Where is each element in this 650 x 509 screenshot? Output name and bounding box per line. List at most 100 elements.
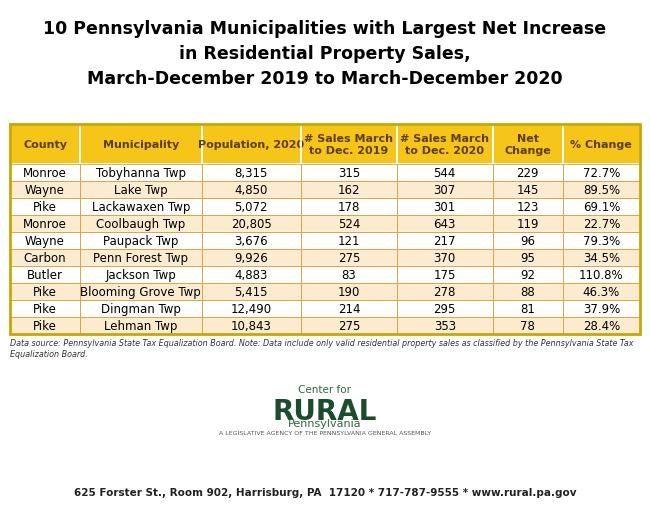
Bar: [10, 300, 80, 318]
Bar: [80, 284, 202, 300]
Bar: [563, 182, 640, 199]
Bar: [397, 267, 493, 284]
Text: 162: 162: [338, 184, 360, 196]
Text: 34.5%: 34.5%: [583, 251, 620, 265]
Text: 37.9%: 37.9%: [582, 302, 620, 316]
Text: Butler: Butler: [27, 268, 63, 281]
Bar: [301, 249, 397, 267]
Bar: [10, 182, 80, 199]
Bar: [80, 216, 202, 233]
Bar: [202, 199, 301, 216]
Bar: [10, 284, 80, 300]
Bar: [80, 318, 202, 334]
Bar: [301, 300, 397, 318]
Bar: [493, 199, 563, 216]
Text: 92: 92: [520, 268, 535, 281]
Text: Population, 2020: Population, 2020: [198, 140, 304, 150]
Bar: [80, 233, 202, 249]
Bar: [493, 165, 563, 182]
Text: Coolbaugh Twp: Coolbaugh Twp: [96, 217, 185, 231]
Bar: [563, 267, 640, 284]
Text: 178: 178: [338, 201, 360, 214]
Text: 295: 295: [434, 302, 456, 316]
Bar: [563, 199, 640, 216]
Bar: [493, 267, 563, 284]
Bar: [202, 284, 301, 300]
Text: 524: 524: [338, 217, 360, 231]
Bar: [563, 125, 640, 165]
Bar: [493, 284, 563, 300]
Bar: [202, 284, 301, 300]
Text: 3,676: 3,676: [235, 235, 268, 247]
Text: Monroe: Monroe: [23, 217, 67, 231]
Text: Wayne: Wayne: [25, 235, 65, 247]
Text: 9,926: 9,926: [235, 251, 268, 265]
Bar: [202, 199, 301, 216]
Text: 72.7%: 72.7%: [582, 166, 620, 180]
Bar: [493, 165, 563, 182]
Text: 28.4%: 28.4%: [582, 319, 620, 332]
Bar: [301, 318, 397, 334]
Bar: [493, 125, 563, 165]
Text: Pike: Pike: [33, 319, 57, 332]
Bar: [563, 300, 640, 318]
Text: 5,072: 5,072: [235, 201, 268, 214]
Bar: [301, 125, 397, 165]
Bar: [397, 249, 493, 267]
Bar: [397, 199, 493, 216]
Bar: [202, 182, 301, 199]
Bar: [563, 182, 640, 199]
Bar: [10, 182, 80, 199]
Bar: [10, 267, 80, 284]
Text: 12,490: 12,490: [231, 302, 272, 316]
Bar: [202, 267, 301, 284]
Text: 81: 81: [520, 302, 535, 316]
Bar: [80, 300, 202, 318]
Text: 5,415: 5,415: [235, 286, 268, 298]
Text: 69.1%: 69.1%: [582, 201, 620, 214]
Bar: [10, 125, 80, 165]
Bar: [493, 249, 563, 267]
Bar: [493, 300, 563, 318]
Text: Pike: Pike: [33, 201, 57, 214]
Text: 175: 175: [434, 268, 456, 281]
Bar: [397, 125, 493, 165]
Bar: [493, 300, 563, 318]
Text: 275: 275: [338, 319, 360, 332]
Text: 83: 83: [341, 268, 356, 281]
Bar: [301, 284, 397, 300]
Bar: [202, 125, 301, 165]
Bar: [80, 165, 202, 182]
Bar: [80, 165, 202, 182]
Bar: [397, 233, 493, 249]
Bar: [301, 165, 397, 182]
Text: 96: 96: [520, 235, 535, 247]
Bar: [563, 233, 640, 249]
Bar: [202, 233, 301, 249]
Text: 95: 95: [520, 251, 535, 265]
Bar: [397, 284, 493, 300]
Text: Dingman Twp: Dingman Twp: [101, 302, 181, 316]
Text: A LEGISLATIVE AGENCY OF THE PENNSYLVANIA GENERAL ASSEMBLY: A LEGISLATIVE AGENCY OF THE PENNSYLVANIA…: [219, 430, 431, 435]
Bar: [202, 216, 301, 233]
Bar: [80, 267, 202, 284]
Text: Lehman Twp: Lehman Twp: [104, 319, 177, 332]
Bar: [563, 125, 640, 165]
Text: County: County: [23, 140, 67, 150]
Text: 79.3%: 79.3%: [582, 235, 620, 247]
Text: 8,315: 8,315: [235, 166, 268, 180]
Bar: [397, 182, 493, 199]
Text: Lackawaxen Twp: Lackawaxen Twp: [92, 201, 190, 214]
Bar: [10, 125, 640, 334]
Bar: [493, 318, 563, 334]
Text: 214: 214: [338, 302, 360, 316]
Bar: [202, 249, 301, 267]
Text: Paupack Twp: Paupack Twp: [103, 235, 179, 247]
Bar: [202, 318, 301, 334]
Bar: [563, 284, 640, 300]
Bar: [301, 249, 397, 267]
Bar: [10, 300, 80, 318]
Bar: [301, 199, 397, 216]
Bar: [80, 199, 202, 216]
Bar: [301, 284, 397, 300]
